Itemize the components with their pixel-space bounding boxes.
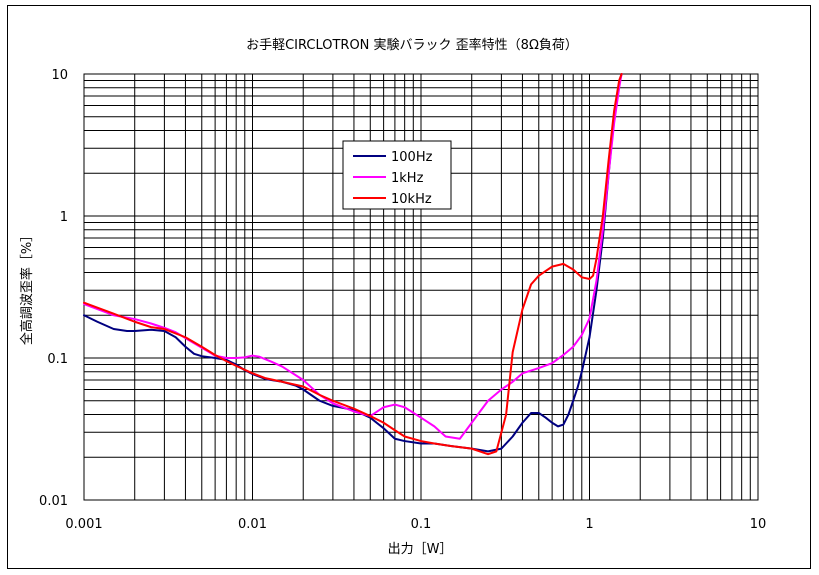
x-tick-label: 1 [585, 517, 593, 532]
x-axis-label: 出力［W］ [388, 542, 453, 557]
chart-title: お手軽CIRCLOTRON 実験バラック 歪率特性（8Ω負荷） [246, 37, 578, 53]
y-tick-labels: 10 1 0.1 0.01 [39, 68, 68, 509]
y-tick-label: 0.1 [47, 352, 68, 367]
series-line-100hz [83, 73, 623, 453]
legend-label: 10kHz [391, 192, 432, 207]
x-tick-labels: 0.001 0.01 0.1 1 10 [65, 517, 766, 532]
legend-label: 1kHz [391, 171, 424, 186]
plot-area [83, 73, 759, 501]
chart-frame [7, 5, 811, 569]
series-group [83, 73, 623, 456]
legend: 100Hz 1kHz 10kHz [342, 140, 452, 210]
x-tick-label: 0.1 [411, 517, 432, 532]
x-tick-label: 10 [750, 517, 767, 532]
y-tick-label: 0.01 [39, 494, 68, 509]
y-tick-label: 10 [51, 68, 68, 83]
series-line-10khz [83, 73, 623, 456]
x-tick-label: 0.01 [238, 517, 267, 532]
y-tick-label: 1 [60, 210, 68, 225]
grid [83, 74, 758, 501]
x-tick-label: 0.001 [65, 517, 102, 532]
legend-label: 100Hz [391, 150, 433, 165]
y-axis-label: 全高調波歪率［%］ [19, 229, 35, 345]
